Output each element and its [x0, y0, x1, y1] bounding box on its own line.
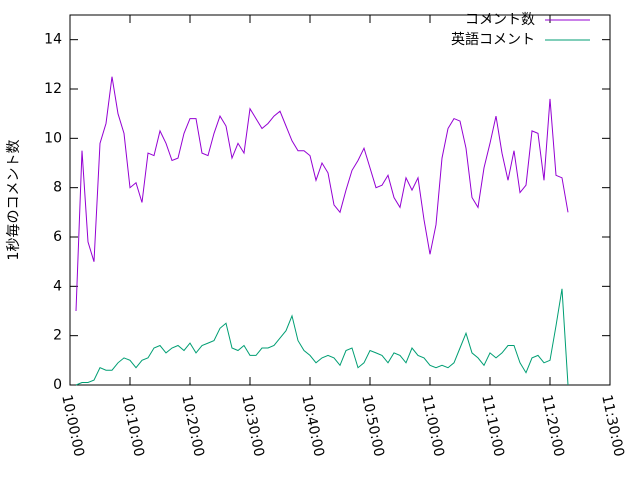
y-tick-label: 14: [44, 32, 62, 48]
x-tick-label: 10:50:00: [358, 393, 387, 458]
x-tick-label: 11:30:00: [598, 393, 627, 458]
x-tick-label: 10:10:00: [118, 393, 147, 458]
y-axis-label: 1秒毎のコメント数: [6, 140, 22, 261]
y-tick-label: 2: [53, 328, 62, 344]
y-tick-label: 12: [44, 81, 62, 97]
plot-frame: [69, 14, 611, 386]
y-tick-label: 6: [53, 229, 62, 245]
x-tick-label: 10:40:00: [298, 393, 327, 458]
y-tick-label: 4: [53, 278, 62, 294]
x-tick-label: 11:10:00: [478, 393, 507, 458]
x-tick-label: 11:00:00: [418, 393, 447, 458]
x-tick-label: 10:20:00: [178, 393, 207, 458]
legend-label: コメント数: [465, 12, 535, 28]
legend-label: 英語コメント: [451, 31, 535, 48]
series-line: [75, 76, 569, 312]
x-tick-label: 11:20:00: [538, 393, 567, 458]
y-tick-label: 10: [44, 130, 62, 146]
y-tick-label: 8: [53, 180, 62, 196]
x-tick-label: 10:00:00: [58, 393, 87, 458]
series-line: [75, 288, 569, 386]
y-tick-label: 0: [53, 377, 62, 393]
x-tick-label: 10:30:00: [238, 393, 267, 458]
